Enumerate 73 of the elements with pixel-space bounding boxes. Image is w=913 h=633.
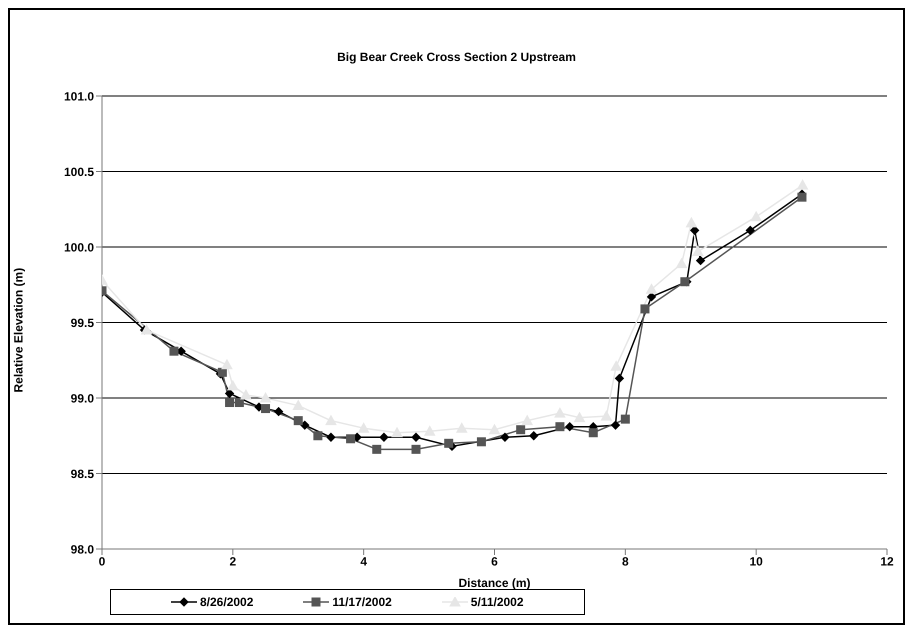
point — [260, 392, 272, 402]
point — [489, 424, 500, 434]
y-tick-label: 99.0 — [70, 391, 94, 406]
point — [412, 432, 420, 442]
point — [313, 431, 322, 440]
point — [456, 422, 468, 433]
chart-title: Big Bear Creek Cross Section 2 Upstream — [336, 50, 577, 64]
point — [240, 389, 252, 400]
point — [750, 211, 762, 222]
point — [326, 432, 336, 442]
x-axis-title: Distance (m) — [458, 576, 531, 590]
point — [588, 428, 598, 438]
x-tick-label: 2 — [229, 554, 236, 569]
point — [392, 427, 403, 438]
point — [574, 412, 586, 422]
y-tick-label: 98.5 — [70, 466, 94, 481]
point — [620, 414, 630, 424]
legend-entry: 8/26/2002 — [171, 595, 254, 609]
point — [476, 437, 486, 446]
x-tick-label: 10 — [749, 554, 764, 569]
point — [234, 398, 244, 408]
point — [140, 324, 152, 335]
point — [797, 180, 808, 190]
y-tick-label: 99.5 — [70, 316, 94, 330]
point — [680, 277, 690, 286]
point — [600, 410, 612, 421]
point — [225, 398, 234, 408]
legend-entry: 11/17/2002 — [303, 595, 392, 609]
point — [300, 420, 310, 430]
point — [227, 380, 238, 390]
point — [676, 258, 688, 268]
point — [516, 425, 526, 434]
y-tick-label: 101.0 — [64, 89, 94, 104]
point — [797, 192, 806, 202]
x-tick-label: 6 — [491, 554, 498, 569]
point — [325, 415, 336, 426]
x-tick-label: 4 — [360, 554, 368, 569]
point — [261, 404, 270, 414]
point — [555, 422, 564, 432]
point — [614, 374, 624, 383]
point — [274, 407, 284, 416]
point — [169, 346, 178, 356]
point — [610, 360, 622, 371]
point — [424, 426, 436, 436]
legend-entry: 5/11/2002 — [442, 595, 524, 609]
point — [522, 415, 533, 426]
point — [292, 400, 304, 410]
point — [611, 420, 620, 430]
point — [412, 444, 420, 454]
point — [554, 408, 566, 418]
point — [346, 434, 356, 444]
point — [358, 422, 370, 433]
point — [444, 438, 454, 448]
point — [692, 246, 704, 256]
x-tick-label: 8 — [622, 554, 629, 569]
point — [696, 256, 706, 266]
x-tick-label: 12 — [880, 554, 894, 569]
y-axis-title: Relative Elevation (m) — [11, 268, 26, 392]
point — [746, 226, 755, 235]
y-tick-label: 98.0 — [70, 542, 94, 556]
point — [221, 359, 232, 370]
point — [372, 444, 382, 454]
point — [529, 431, 538, 440]
y-tick-label: 100.0 — [64, 240, 94, 254]
point — [379, 432, 388, 442]
y-tick-label: 100.5 — [64, 164, 94, 179]
point — [294, 416, 303, 426]
point — [500, 432, 510, 442]
point — [565, 422, 574, 432]
point — [646, 284, 657, 294]
point — [640, 304, 650, 314]
x-tick-label: 0 — [98, 554, 106, 569]
point — [686, 217, 697, 228]
